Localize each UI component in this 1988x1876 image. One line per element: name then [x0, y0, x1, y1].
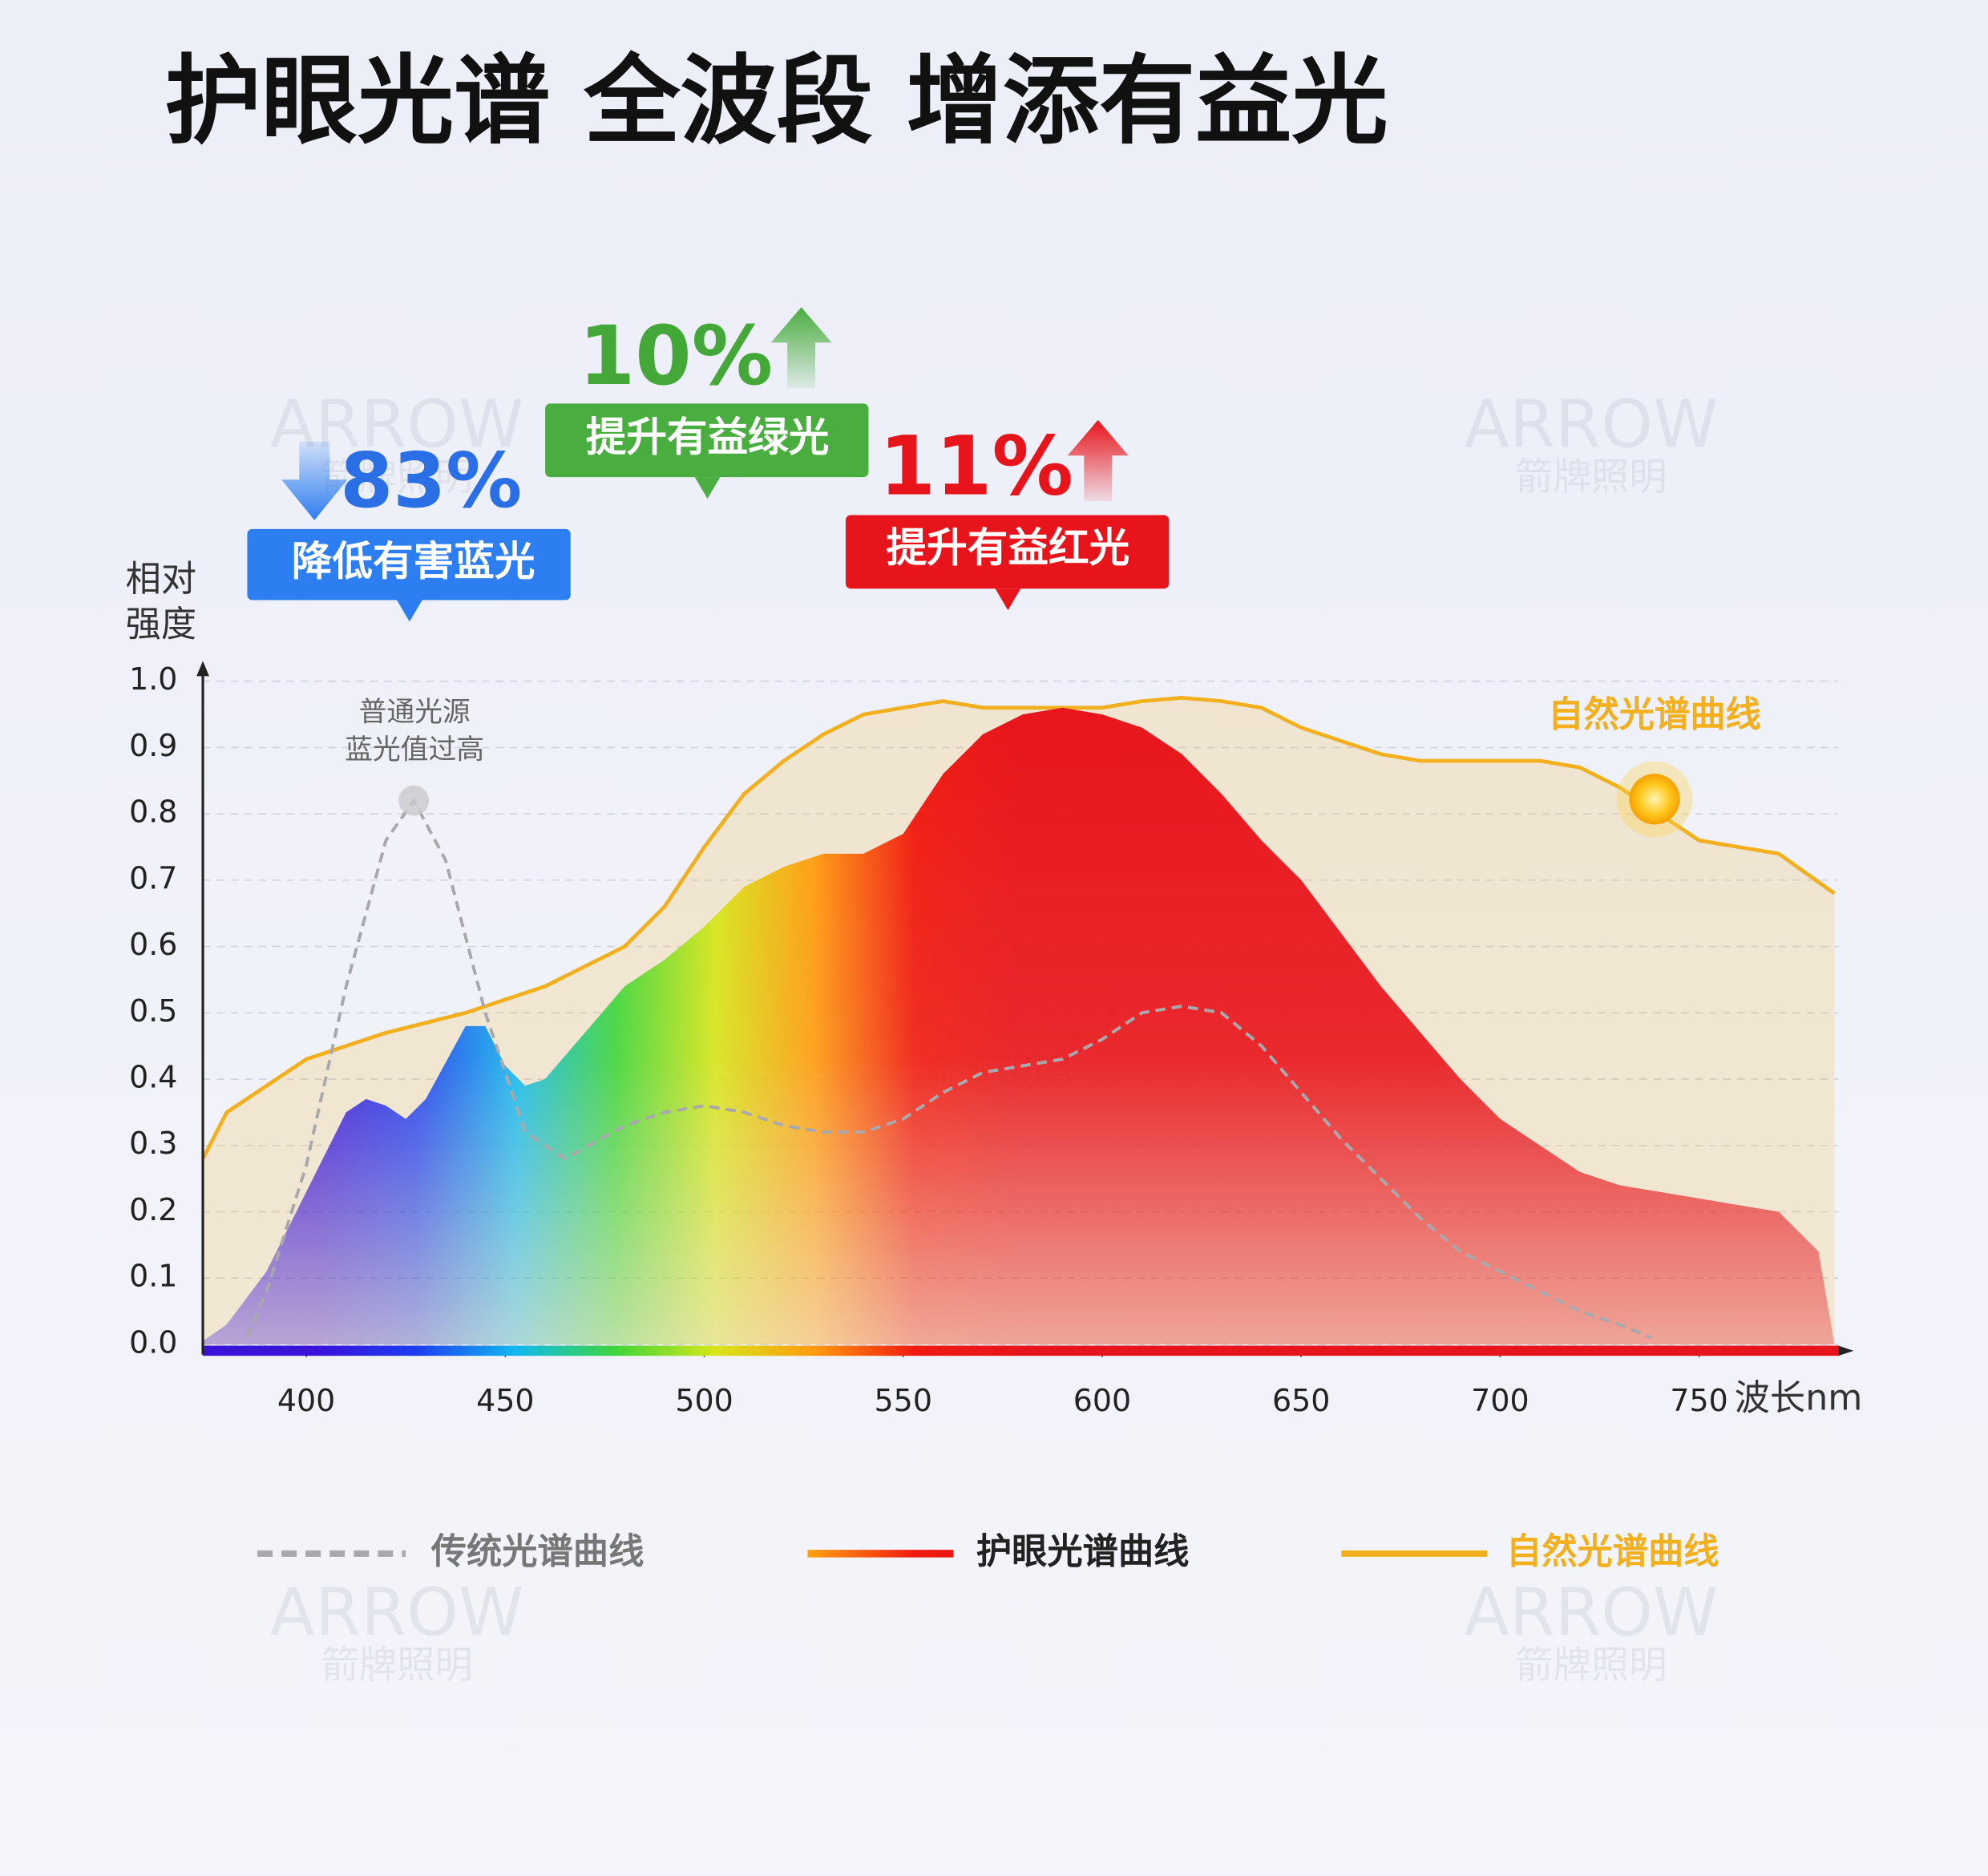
y-tick-label: 0.2: [129, 1192, 177, 1227]
callout-box: [845, 515, 1170, 589]
x-axis-label: 波长nm: [1735, 1378, 1863, 1419]
watermark: 箭牌照明: [1515, 455, 1667, 499]
traditional-line: [244, 797, 1652, 1340]
callout-pointer: [694, 477, 721, 499]
watermark: ARROW: [1465, 1575, 1719, 1651]
legend-label: 护眼光谱曲线: [976, 1531, 1190, 1572]
x-tick-label: 600: [1073, 1383, 1131, 1418]
eye-care-area: [203, 707, 1835, 1344]
callout-label: 提升有益绿光: [586, 414, 830, 461]
callout-value: 11%: [879, 419, 1073, 514]
peak-note: 普通光源: [359, 696, 471, 728]
y-tick-label: 0.9: [129, 728, 177, 763]
y-axis-label: 强度: [126, 604, 197, 645]
watermark: 箭牌照明: [1515, 1644, 1667, 1688]
y-axis-label: 相对: [126, 559, 197, 600]
curve-label: 自然光谱曲线: [1548, 694, 1761, 735]
plot: [196, 661, 1854, 1357]
x-tick-label: 500: [675, 1383, 733, 1418]
callout-blue: 83% 降低有害蓝光: [247, 437, 571, 622]
callout-red: 11% 提升有益红光: [845, 419, 1170, 611]
chart-title: 护眼光谱 全波段 增添有益光: [165, 46, 1388, 158]
x-tick-label: 450: [476, 1383, 534, 1418]
watermark: ARROW: [270, 1575, 524, 1651]
callout-label: 提升有益红光: [887, 524, 1130, 571]
legend-label: 传统光谱曲线: [430, 1531, 644, 1572]
callout-value: 83%: [340, 437, 522, 525]
peak-note: 蓝光值过高: [345, 734, 484, 766]
y-tick-label: 0.8: [129, 794, 177, 830]
arrow-icon: [281, 441, 348, 520]
watermark: 箭牌照明: [321, 455, 473, 499]
x-axis-strip: [203, 1345, 1839, 1356]
arrow-icon: [770, 307, 832, 389]
y-tick-label: 0.5: [129, 993, 177, 1029]
callout-pointer: [397, 600, 422, 622]
callout-green: 10% 提升有益绿光: [545, 307, 869, 499]
x-tick-label: 550: [875, 1383, 932, 1418]
callout-box: [247, 528, 571, 600]
sun-icon: [1616, 761, 1693, 838]
y-tick-label: 0.4: [129, 1060, 177, 1095]
y-tick-label: 0.7: [129, 860, 177, 896]
callout-pointer: [995, 588, 1021, 611]
legend-label: 自然光谱曲线: [1506, 1531, 1719, 1572]
peak-marker: [398, 785, 430, 816]
y-tick-label: 0.3: [129, 1126, 177, 1161]
watermark: ARROW: [1465, 386, 1719, 463]
natural-line: [200, 696, 1836, 1160]
x-axis-arrow: [1838, 1345, 1854, 1356]
legend: 传统光谱曲线 护眼光谱曲线 自然光谱曲线: [257, 1531, 1719, 1572]
callout-value: 10%: [579, 309, 773, 403]
watermark: 箭牌照明: [321, 1644, 473, 1688]
x-tick-label: 700: [1471, 1383, 1529, 1418]
y-tick-label: 1.0: [129, 661, 177, 697]
x-tick-label: 650: [1272, 1383, 1330, 1418]
legend-swatch: [807, 1550, 954, 1558]
arrow-icon: [1067, 419, 1129, 502]
y-tick-label: 0.1: [129, 1259, 177, 1294]
y-axis-arrow: [196, 661, 209, 677]
callout-label: 降低有害蓝光: [292, 538, 535, 585]
x-tick-label: 750: [1670, 1383, 1727, 1418]
callout-box: [545, 403, 869, 478]
y-tick-label: 0.0: [129, 1324, 177, 1360]
x-tick-label: 400: [277, 1383, 335, 1418]
y-tick-label: 0.6: [129, 927, 177, 962]
